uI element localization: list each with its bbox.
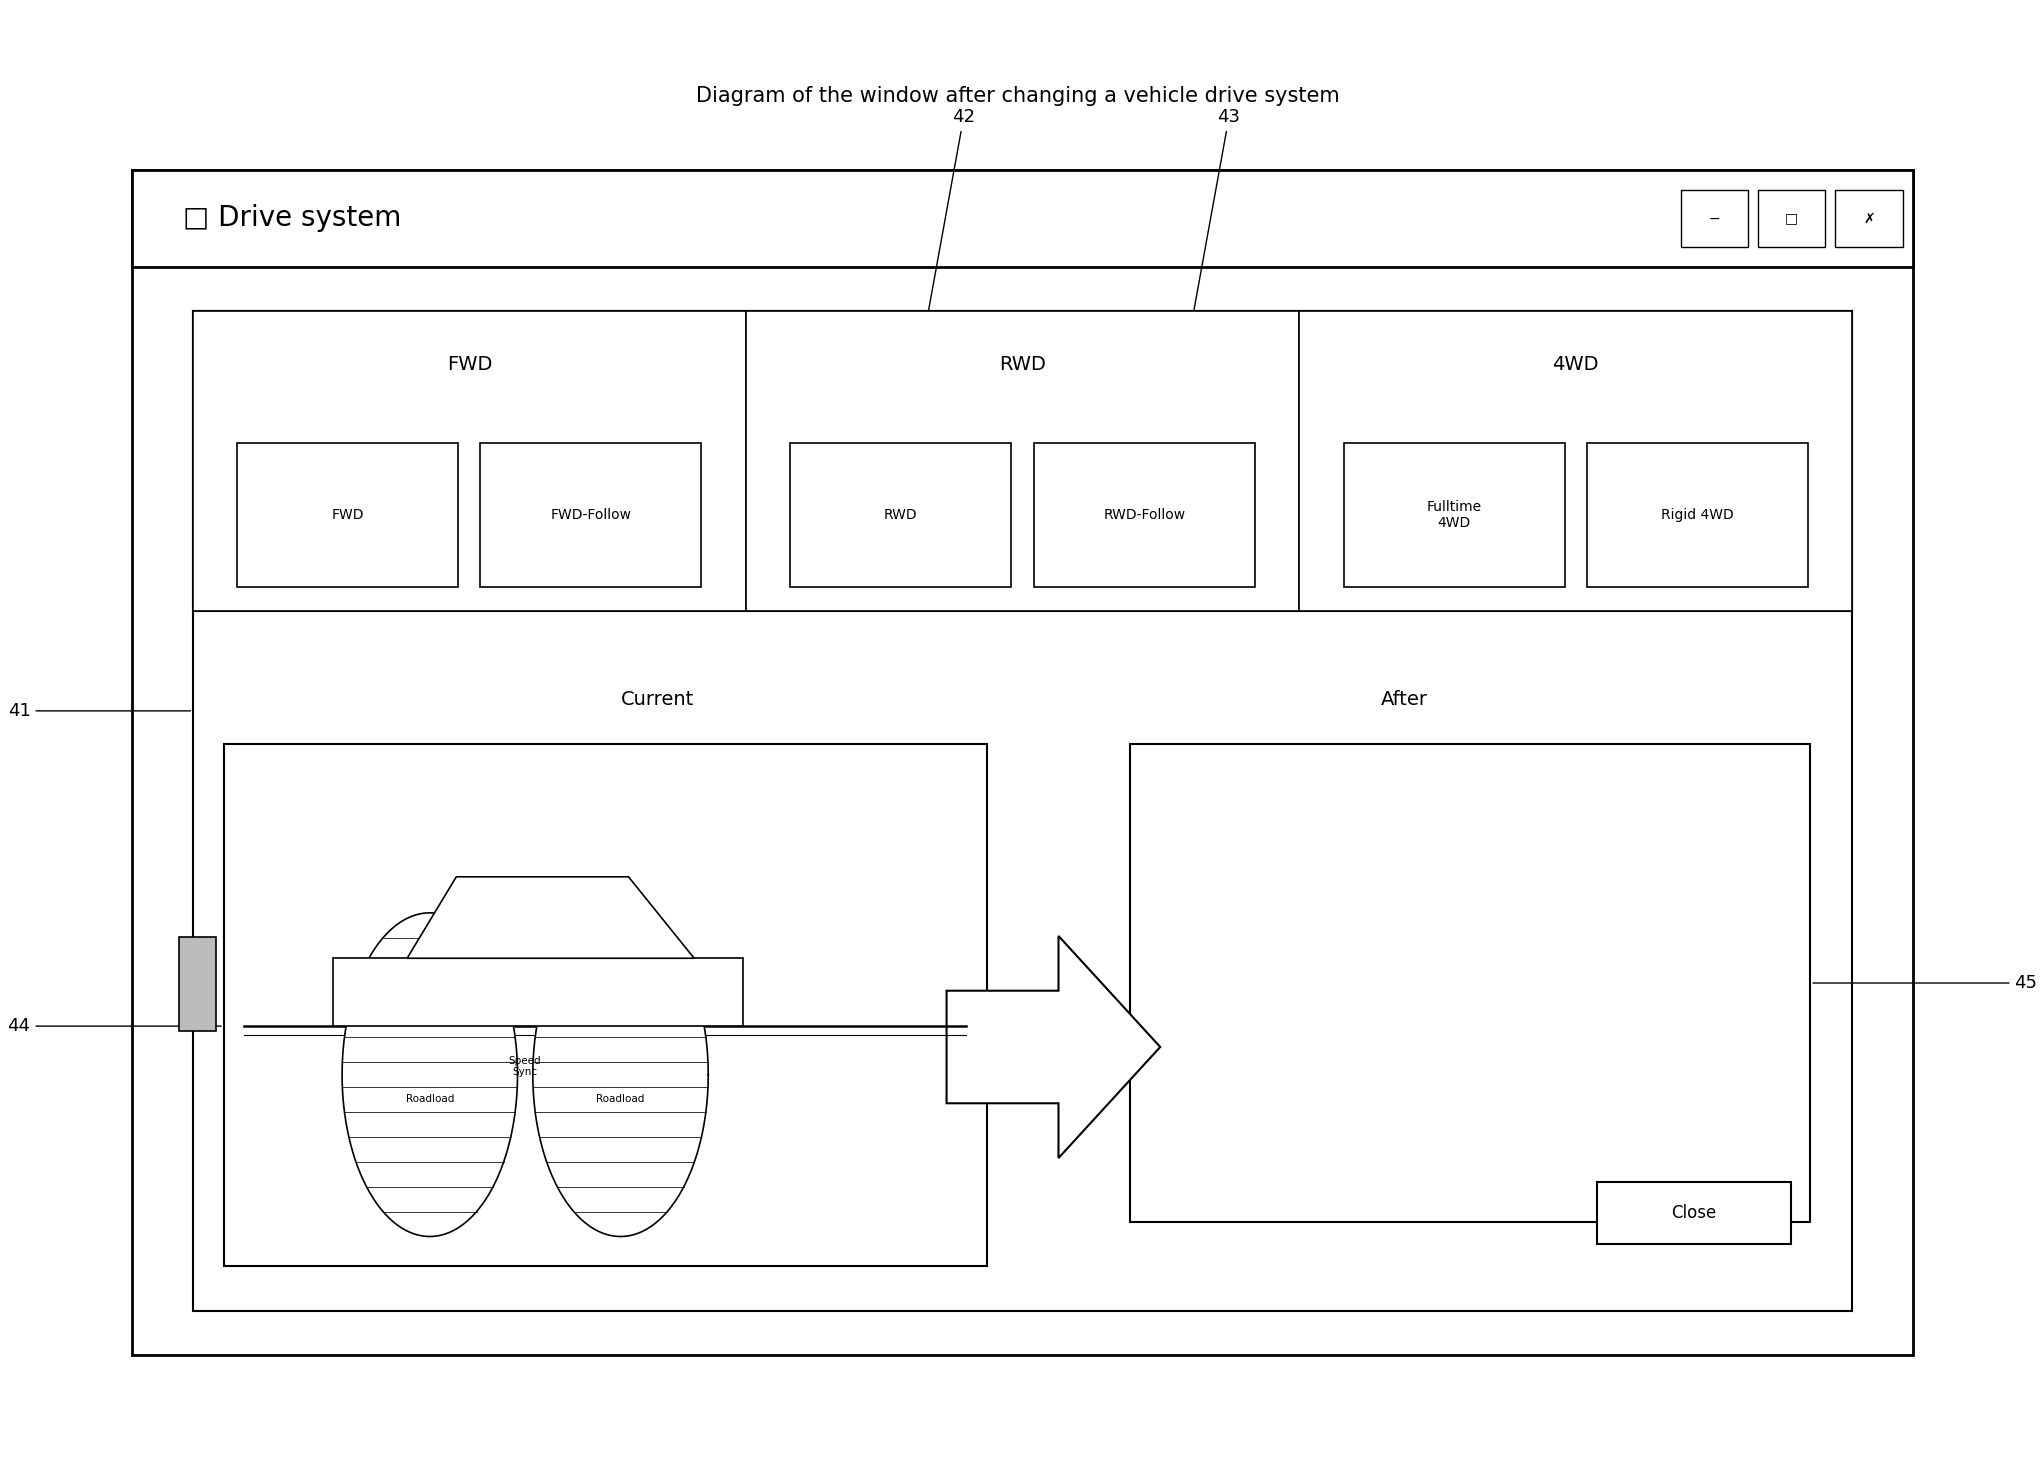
Text: Close: Close [1670,1204,1717,1222]
Text: □ Drive system: □ Drive system [184,204,402,233]
Text: FWD-Follow: FWD-Follow [551,508,631,521]
Text: □: □ [1785,212,1799,225]
Bar [1836,190,1903,246]
Bar [1587,443,1807,586]
Text: Rigid 4WD: Rigid 4WD [1660,508,1734,521]
Text: 45: 45 [1813,974,2038,992]
Bar [480,443,700,586]
Text: Diagram of the window after changing a vehicle drive system: Diagram of the window after changing a v… [696,86,1340,107]
Text: RWD: RWD [884,508,917,521]
Bar [790,443,1011,586]
Text: Roadload: Roadload [596,1094,645,1103]
Bar [194,311,745,610]
Bar [1033,443,1256,586]
Polygon shape [406,877,694,958]
Text: 41: 41 [8,702,190,720]
Bar [333,958,743,1026]
Polygon shape [343,912,517,1237]
Text: 4WD: 4WD [1552,355,1599,375]
Polygon shape [947,936,1160,1158]
Text: RWD: RWD [999,355,1046,375]
Text: FWD: FWD [331,508,363,521]
Text: 42: 42 [923,108,976,338]
Text: Current: Current [621,690,694,709]
Bar [1344,443,1564,586]
Text: After: After [1380,690,1427,709]
Text: 44: 44 [8,1017,221,1035]
Bar [180,937,216,1031]
Bar [1131,743,1809,1222]
Bar [133,170,1913,267]
Bar [237,443,457,586]
Text: Roadload: Roadload [406,1094,453,1103]
Bar [194,311,1852,1311]
Bar [1299,311,1852,610]
Text: Speed
Sync: Speed Sync [508,1056,541,1077]
Text: 43: 43 [1188,108,1242,338]
Bar [133,170,1913,1355]
Text: Fulltime
4WD: Fulltime 4WD [1427,501,1482,530]
Text: RWD-Follow: RWD-Follow [1103,508,1186,521]
Text: ✗: ✗ [1862,212,1875,225]
Bar [1681,190,1748,246]
Bar [1758,190,1826,246]
Bar [1597,1182,1791,1244]
Text: FWD: FWD [447,355,492,375]
Polygon shape [533,912,709,1237]
Text: −: − [1709,212,1719,225]
Bar [225,743,986,1266]
Bar [194,311,1852,610]
Bar [745,311,1299,610]
